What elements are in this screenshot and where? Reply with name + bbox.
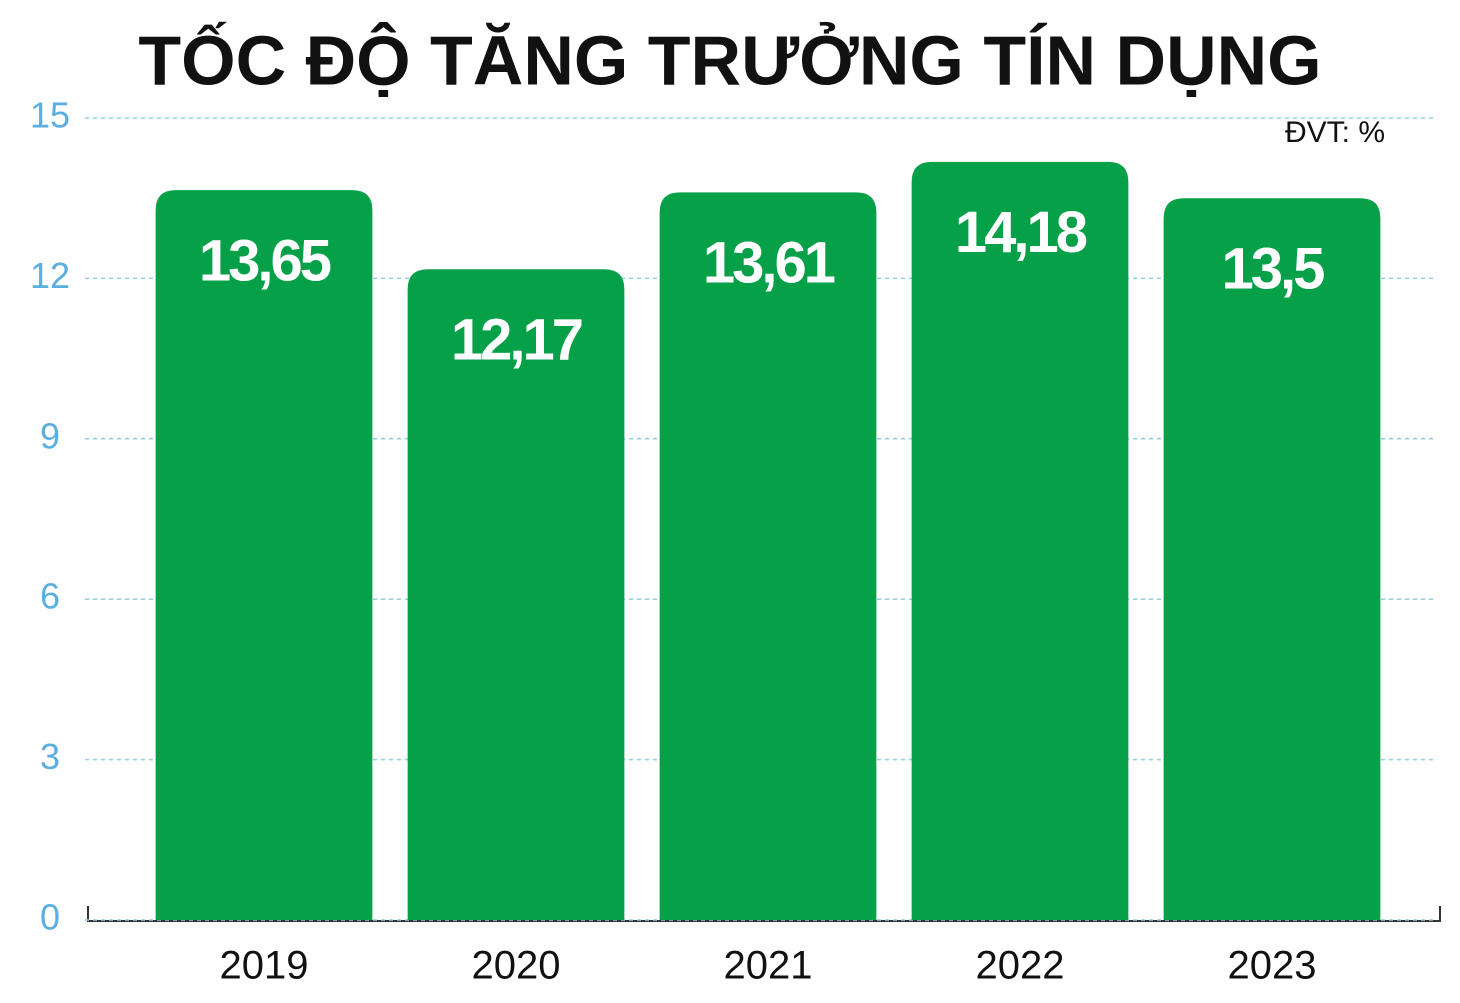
value-label: 13,61	[703, 231, 835, 296]
y-tick-label: 3	[40, 736, 60, 777]
unit-label: ĐVT: %	[1285, 116, 1385, 149]
bar	[155, 190, 373, 920]
x-tick-label: 2023	[1228, 944, 1317, 988]
y-tick-label: 15	[30, 95, 70, 136]
x-tick-label: 2020	[472, 944, 561, 988]
x-tick-label: 2019	[220, 944, 309, 988]
chart-title: TỐC ĐỘ TĂNG TRƯỞNG TÍN DỤNG	[138, 20, 1321, 99]
y-tick-label: 0	[40, 897, 60, 938]
value-label: 12,17	[451, 308, 582, 373]
value-label: 13,65	[199, 229, 331, 294]
x-tick-label: 2022	[976, 944, 1065, 988]
bar	[407, 269, 625, 920]
bar	[911, 161, 1129, 921]
bar	[659, 192, 877, 920]
x-axis	[87, 906, 1441, 922]
y-tick-label: 9	[40, 415, 60, 456]
y-tick-label: 6	[40, 576, 60, 617]
bar	[1163, 198, 1381, 920]
value-label: 13,5	[1222, 237, 1325, 302]
x-tick-label: 2021	[724, 944, 813, 988]
value-label: 14,18	[955, 200, 1087, 265]
y-tick-label: 12	[30, 255, 70, 296]
